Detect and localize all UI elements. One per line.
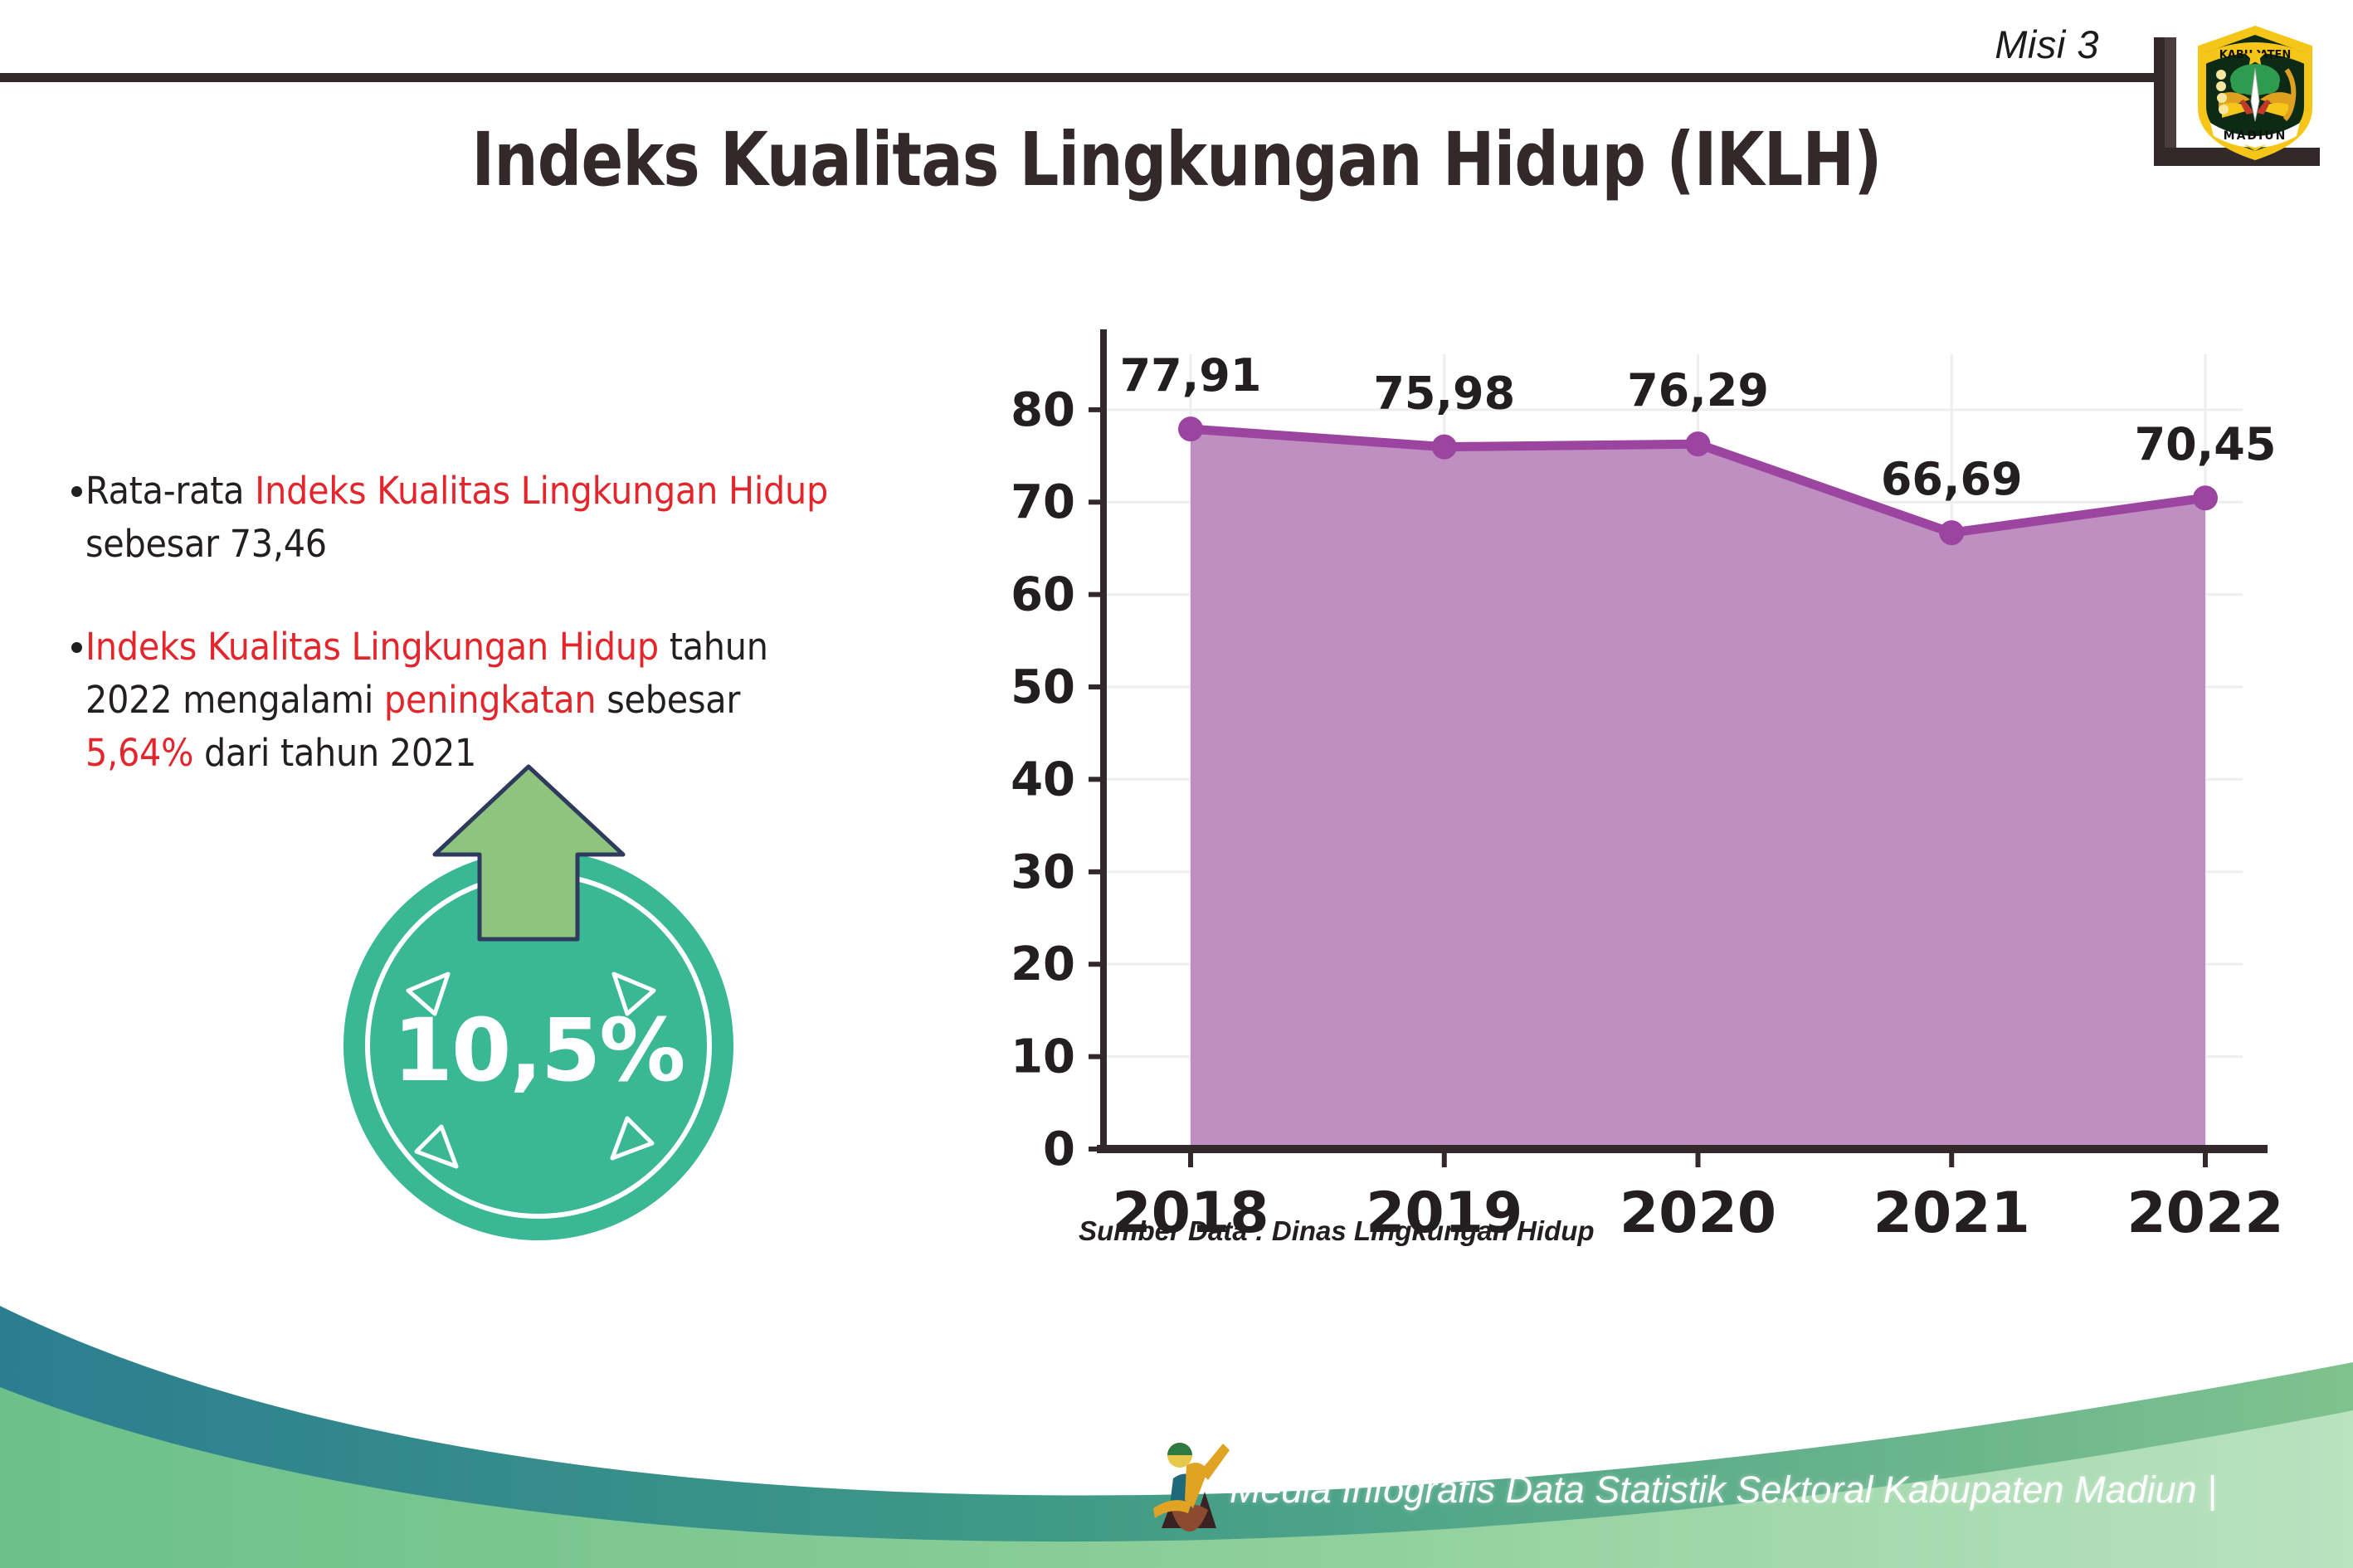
x-tick-label: 2021 [1873, 1181, 2030, 1246]
badge-accent-triangle-tl [406, 971, 451, 1016]
header-rule [0, 73, 2161, 82]
x-tick-label: 2018 [1112, 1181, 1269, 1246]
data-point-marker [1178, 416, 1203, 442]
header-bracket-bevel [2165, 37, 2176, 166]
badge-accent-triangle-bl [414, 1124, 459, 1169]
badge-value: 10,5% [392, 1000, 686, 1101]
y-tick-label: 20 [1011, 937, 1075, 991]
y-tick-label: 70 [1011, 475, 1075, 529]
x-tick-label: 2022 [2126, 1181, 2283, 1246]
bullet-plain-text: tahun 2022 mengalami [85, 624, 768, 722]
bullet-item-2: Indeks Kualitas Lingkungan Hidup tahun 2… [71, 621, 926, 780]
header-bracket-foot [2154, 148, 2320, 166]
bullet-highlight-text: Indeks Kualitas Lingkungan Hidup [85, 624, 659, 669]
data-point-marker [1685, 431, 1711, 457]
svg-text:MADIUN: MADIUN [2224, 129, 2287, 143]
chart-source-note: Sumber Data : Dinas Lingkungan Hidup [1079, 1215, 1595, 1246]
x-tick-label: 2020 [1620, 1181, 1776, 1246]
badge-accent-triangle-br [610, 1116, 655, 1161]
chart-x-tick-labels: 2018 2019 2020 2021 2022 [1112, 1181, 2283, 1246]
kabupaten-madiun-crest-icon: KABUPATEN MADIUN [2198, 25, 2312, 161]
data-label: 70,45 [2135, 418, 2277, 470]
arrow-up-icon [432, 764, 626, 942]
badge-accent-triangle-tr [611, 971, 656, 1016]
x-tick-label: 2019 [1366, 1181, 1522, 1246]
data-label: 75,98 [1373, 368, 1515, 420]
bullet-dot-icon [71, 486, 82, 497]
bullet-text-2: Indeks Kualitas Lingkungan Hidup tahun 2… [85, 621, 859, 780]
page-title: Indeks Kualitas Lingkungan Hidup (IKLH) [471, 116, 1882, 202]
bullet-plain-text: sebesar 73,46 [85, 521, 327, 566]
data-label: 66,69 [1881, 453, 2023, 505]
data-point-marker [2193, 485, 2218, 511]
data-label: 77,91 [1120, 349, 1262, 402]
bullet-text-1: Rata-rata Indeks Kualitas Lingkungan Hid… [85, 465, 859, 571]
y-tick-label: 0 [1043, 1122, 1075, 1176]
y-tick-label: 40 [1011, 752, 1075, 806]
chart-markers [1178, 416, 2218, 546]
chart-y-tick-labels: 0 10 20 30 40 50 60 70 80 [1011, 383, 1075, 1176]
chart-area-fill [1191, 429, 2205, 1149]
chart-axes [1089, 329, 2268, 1167]
y-tick-label: 50 [1011, 660, 1075, 714]
data-point-marker [1431, 434, 1457, 460]
data-point-marker [1939, 520, 1965, 546]
y-tick-label: 10 [1011, 1030, 1075, 1084]
bullet-dot-icon [71, 641, 82, 653]
increase-badge: 10,5% [332, 763, 747, 1240]
footer-wave [0, 1306, 2353, 1568]
chart-data-labels: 77,91 75,98 76,29 66,69 70,45 [1120, 349, 2277, 505]
statistik-dancer-logo-icon [1153, 1443, 1230, 1531]
chart-canvas: 0 10 20 30 40 50 60 70 80 2018 2019 2020 2021 2022 7… [1011, 329, 2284, 1246]
bullet-plain-text: sebesar [596, 677, 741, 722]
y-tick-label: 80 [1011, 383, 1075, 437]
bullet-plain-text: Rata-rata [85, 469, 256, 513]
iklh-area-chart: 0 10 20 30 40 50 60 70 80 2018 2019 2020 2021 2022 7… [958, 286, 2286, 1282]
bullet-item-1: Rata-rata Indeks Kualitas Lingkungan Hid… [71, 465, 926, 571]
y-tick-label: 60 [1011, 568, 1075, 622]
bullet-highlight-text: peningkatan [383, 677, 597, 722]
left-text-panel: Rata-rata Indeks Kualitas Lingkungan Hid… [71, 465, 926, 829]
bullet-highlight-text: Indeks Kualitas Lingkungan Hidup [255, 469, 829, 513]
y-tick-label: 30 [1011, 845, 1075, 899]
misi-label: Misi 3 [1995, 22, 2099, 66]
area-fill [1191, 429, 2205, 1149]
bullet-highlight-text: 5,64% [85, 730, 194, 775]
footer-caption: Media Infografis Data Statistik Sektoral… [1230, 1468, 2217, 1511]
bullet-plain-text: dari tahun 2021 [193, 730, 477, 775]
data-label: 76,29 [1627, 364, 1769, 416]
